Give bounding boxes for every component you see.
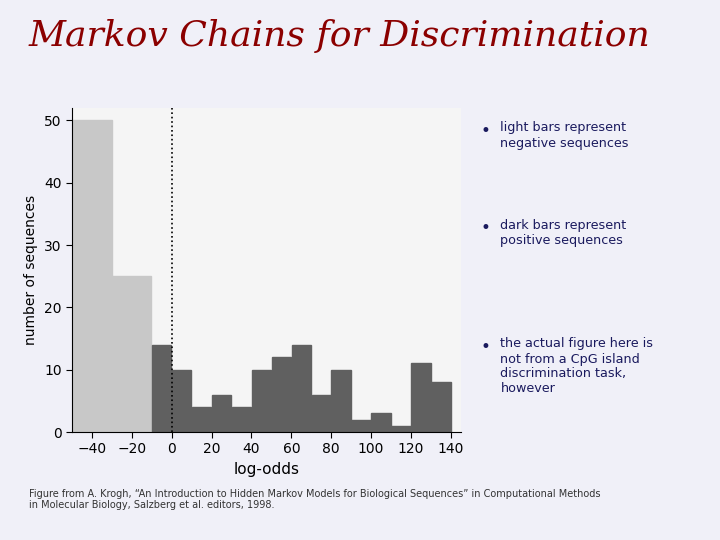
Bar	[331, 370, 351, 432]
Bar	[212, 395, 231, 432]
Text: the actual figure here is
not from a CpG island
discrimination task,
however: the actual figure here is not from a CpG…	[500, 338, 654, 395]
Bar	[232, 407, 251, 432]
Text: Figure from A. Krogh, “An Introduction to Hidden Markov Models for Biological Se: Figure from A. Krogh, “An Introduction t…	[29, 489, 600, 510]
Bar	[372, 413, 391, 432]
Text: •: •	[481, 122, 491, 139]
Text: dark bars represent
positive sequences: dark bars represent positive sequences	[500, 219, 626, 247]
Text: light bars represent
negative sequences: light bars represent negative sequences	[500, 122, 629, 150]
Bar	[431, 382, 451, 432]
Bar	[112, 276, 151, 432]
Bar	[192, 407, 211, 432]
Bar	[411, 363, 431, 432]
Text: •: •	[481, 338, 491, 355]
Bar	[312, 395, 331, 432]
Bar	[172, 370, 192, 432]
Y-axis label: number of sequences: number of sequences	[24, 195, 38, 345]
Text: •: •	[481, 219, 491, 237]
Bar	[252, 370, 271, 432]
Bar	[351, 420, 371, 432]
Bar	[271, 357, 291, 432]
Text: Markov Chains for Discrimination: Markov Chains for Discrimination	[29, 19, 651, 53]
Bar	[391, 426, 410, 432]
X-axis label: log-odds: log-odds	[233, 462, 300, 477]
Bar	[152, 345, 171, 432]
Bar	[292, 345, 311, 432]
Bar	[72, 120, 112, 432]
